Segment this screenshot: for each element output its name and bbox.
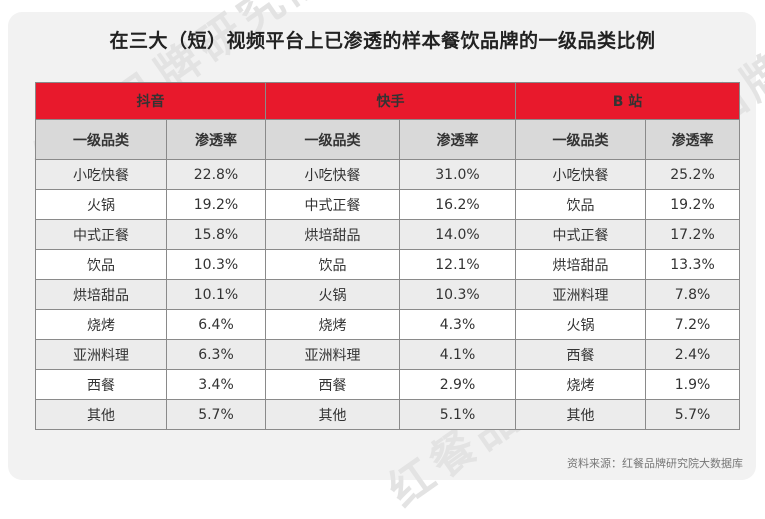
rate-cell: 5.7% xyxy=(166,399,266,430)
rate-cell: 1.9% xyxy=(644,369,741,400)
category-cell: 其他 xyxy=(265,399,400,430)
rate-cell: 5.1% xyxy=(399,399,516,430)
category-cell: 中式正餐 xyxy=(35,219,167,250)
rate-cell: 19.2% xyxy=(644,189,741,220)
source-note: 资料来源：红餐品牌研究院大数据库 xyxy=(567,457,743,470)
category-cell: 火锅 xyxy=(35,189,167,220)
table-row: 火锅 19.2% 中式正餐 16.2% 饮品 19.2% xyxy=(35,189,741,220)
table-row: 烘培甜品 10.1% 火锅 10.3% 亚洲料理 7.8% xyxy=(35,279,741,310)
column-header-rate: 渗透率 xyxy=(644,119,741,160)
rate-cell: 4.1% xyxy=(399,339,516,370)
category-cell: 烧烤 xyxy=(515,369,646,400)
column-header-rate: 渗透率 xyxy=(166,119,266,160)
category-cell: 亚洲料理 xyxy=(265,339,400,370)
table-body: 小吃快餐 22.8% 小吃快餐 31.0% 小吃快餐 25.2% 火锅 19.2% 中式正餐 16… xyxy=(35,159,741,430)
rate-cell: 12.1% xyxy=(399,249,516,280)
chart-title: 在三大（短）视频平台上已渗透的样本餐饮品牌的一级品类比例 xyxy=(109,30,656,52)
category-cell: 小吃快餐 xyxy=(35,159,167,190)
rate-cell: 10.3% xyxy=(399,279,516,310)
table-row: 小吃快餐 22.8% 小吃快餐 31.0% 小吃快餐 25.2% xyxy=(35,159,741,190)
category-cell: 饮品 xyxy=(35,249,167,280)
table-row: 中式正餐 15.8% 烘培甜品 14.0% 中式正餐 17.2% xyxy=(35,219,741,250)
category-cell: 烘培甜品 xyxy=(265,219,400,250)
category-cell: 其他 xyxy=(515,399,646,430)
column-header-rate: 渗透率 xyxy=(399,119,516,160)
rate-cell: 3.4% xyxy=(166,369,266,400)
table-row: 亚洲料理 6.3% 亚洲料理 4.1% 西餐 2.4% xyxy=(35,339,741,370)
category-cell: 火锅 xyxy=(265,279,400,310)
category-cell: 亚洲料理 xyxy=(515,279,646,310)
rate-cell: 7.2% xyxy=(644,309,741,340)
table-row: 烧烤 6.4% 烧烤 4.3% 火锅 7.2% xyxy=(35,309,741,340)
rate-cell: 7.8% xyxy=(644,279,741,310)
category-cell: 饮品 xyxy=(515,189,646,220)
table-row: 西餐 3.4% 西餐 2.9% 烧烤 1.9% xyxy=(35,369,741,400)
platform-header: 抖音 xyxy=(35,82,266,120)
rate-cell: 17.2% xyxy=(644,219,741,250)
rate-cell: 4.3% xyxy=(399,309,516,340)
rate-cell: 14.0% xyxy=(399,219,516,250)
column-header-category: 一级品类 xyxy=(35,119,167,160)
rate-cell: 13.3% xyxy=(644,249,741,280)
category-cell: 烧烤 xyxy=(265,309,400,340)
rate-cell: 2.9% xyxy=(399,369,516,400)
category-cell: 烘培甜品 xyxy=(515,249,646,280)
rate-cell: 2.4% xyxy=(644,339,741,370)
category-cell: 西餐 xyxy=(35,369,167,400)
rate-cell: 6.3% xyxy=(166,339,266,370)
rate-cell: 22.8% xyxy=(166,159,266,190)
rate-cell: 6.4% xyxy=(166,309,266,340)
category-cell: 饮品 xyxy=(265,249,400,280)
table-row: 饮品 10.3% 饮品 12.1% 烘培甜品 13.3% xyxy=(35,249,741,280)
column-header-row: 一级品类 渗透率 一级品类 渗透率 一级品类 渗透率 xyxy=(35,119,741,160)
penetration-table: 抖音 快手 B 站 一级品类 渗透率 一级品类 渗透率 一级品类 渗透率 小吃快… xyxy=(35,82,741,430)
table-row: 其他 5.7% 其他 5.1% 其他 5.7% xyxy=(35,399,741,430)
rate-cell: 25.2% xyxy=(644,159,741,190)
category-cell: 中式正餐 xyxy=(515,219,646,250)
category-cell: 小吃快餐 xyxy=(265,159,400,190)
category-cell: 中式正餐 xyxy=(265,189,400,220)
category-cell: 烧烤 xyxy=(35,309,167,340)
category-cell: 火锅 xyxy=(515,309,646,340)
category-cell: 亚洲料理 xyxy=(35,339,167,370)
category-cell: 小吃快餐 xyxy=(515,159,646,190)
column-header-category: 一级品类 xyxy=(265,119,400,160)
column-header-category: 一级品类 xyxy=(515,119,646,160)
category-cell: 西餐 xyxy=(515,339,646,370)
rate-cell: 31.0% xyxy=(399,159,516,190)
rate-cell: 15.8% xyxy=(166,219,266,250)
platform-header-row: 抖音 快手 B 站 xyxy=(35,82,741,120)
platform-header: 快手 xyxy=(265,82,516,120)
platform-header: B 站 xyxy=(514,82,741,120)
category-cell: 烘培甜品 xyxy=(35,279,167,310)
category-cell: 其他 xyxy=(35,399,167,430)
rate-cell: 16.2% xyxy=(399,189,516,220)
rate-cell: 5.7% xyxy=(644,399,741,430)
rate-cell: 10.3% xyxy=(166,249,266,280)
rate-cell: 19.2% xyxy=(166,189,266,220)
rate-cell: 10.1% xyxy=(166,279,266,310)
category-cell: 西餐 xyxy=(265,369,400,400)
